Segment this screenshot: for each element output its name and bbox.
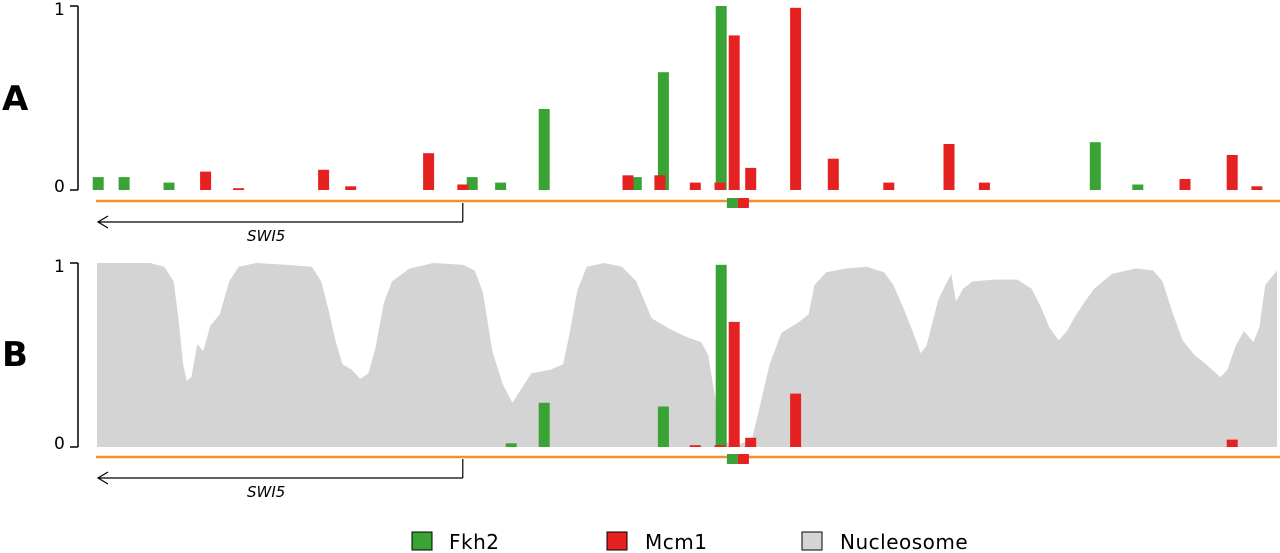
mcm1-bar-4 — [790, 393, 802, 447]
mcm1-bar-5 — [457, 184, 469, 190]
fkh2-bar-2 — [163, 182, 175, 190]
fkh2-bar-7 — [657, 72, 669, 190]
mcm1-bar-17 — [1179, 179, 1191, 190]
fkh2-bar-0 — [505, 443, 517, 447]
mcm1-bar-14 — [883, 182, 895, 190]
panel-b: B 1 0 SWI5 — [2, 257, 1280, 501]
fkh2-bar-8 — [715, 6, 727, 190]
mcm1-bar-12 — [790, 7, 802, 190]
gene-arrow-head — [96, 215, 109, 229]
mcm1-bar-1 — [233, 188, 245, 190]
gene-arrow-head — [96, 471, 109, 485]
mcm1-bar-18 — [1226, 155, 1238, 190]
mcm1-bar-0 — [200, 171, 212, 190]
mcm1-bar-1 — [714, 445, 726, 447]
fkh2-bar-2 — [657, 406, 669, 447]
legend-item-nucleosome: Nucleosome — [801, 530, 968, 553]
panel-b-letter: B — [2, 335, 28, 375]
legend-item-fkh2: Fkh2 — [411, 530, 500, 553]
fkh2-bar-10 — [1132, 184, 1144, 190]
fkh2-bar-0 — [92, 177, 104, 190]
fkh2-bar-4 — [495, 182, 507, 190]
panel-a: A 1 0 SWI5 — [2, 0, 1280, 245]
panel-b-plot — [97, 263, 1277, 447]
mcm1-bar-5 — [1226, 439, 1238, 447]
fkh2-bar-3 — [466, 177, 478, 190]
mcm1-bar-3 — [745, 437, 757, 447]
mcm1-bar-2 — [318, 169, 330, 190]
legend-swatch-fkh2 — [411, 531, 433, 551]
fkh2-bar-9 — [1089, 142, 1101, 190]
mcm1-bar-8 — [689, 182, 701, 190]
panel-b-gene-label: SWI5 — [247, 483, 285, 501]
mcm1-bar-10 — [728, 35, 740, 191]
mcm1-bar-19 — [1251, 186, 1263, 190]
panel-b-y-tick-label-bottom: 0 — [54, 434, 65, 454]
mcm1-bar-9 — [714, 182, 726, 190]
mcm1-bar-7 — [654, 175, 666, 190]
binding-site-fkh2-marker — [726, 198, 738, 208]
panel-a-plot — [92, 6, 1263, 191]
fkh2-bar-3 — [715, 264, 727, 447]
legend-label-nucleosome: Nucleosome — [840, 530, 968, 553]
panel-a-y-tick-label-bottom: 0 — [54, 177, 65, 197]
mcm1-bar-2 — [728, 321, 740, 447]
binding-site-fkh2-marker — [726, 454, 738, 464]
mcm1-bar-13 — [827, 158, 839, 190]
mcm1-bar-11 — [745, 167, 757, 190]
legend-swatch-mcm1 — [606, 531, 628, 551]
binding-site-mcm1-marker — [737, 198, 749, 208]
mcm1-bar-15 — [943, 144, 955, 190]
legend: Fkh2 Mcm1 Nucleosome — [411, 530, 968, 553]
panel-a-chromosome-track — [96, 198, 1280, 229]
binding-site-mcm1-marker — [737, 454, 749, 464]
panel-a-gene-label: SWI5 — [247, 227, 285, 245]
legend-label-fkh2: Fkh2 — [449, 530, 500, 553]
panel-a-letter: A — [2, 79, 29, 119]
fkh2-bar-5 — [538, 109, 550, 190]
fkh2-bar-6 — [630, 177, 642, 190]
mcm1-bar-0 — [689, 445, 701, 447]
legend-item-mcm1: Mcm1 — [606, 530, 707, 553]
panel-a-y-tick-label-top: 1 — [54, 0, 65, 20]
fkh2-bar-1 — [538, 402, 550, 447]
mcm1-bar-16 — [978, 182, 990, 190]
mcm1-bar-4 — [423, 153, 435, 190]
legend-label-mcm1: Mcm1 — [645, 530, 707, 553]
fkh2-bar-1 — [118, 177, 130, 190]
panel-b-chromosome-track — [96, 454, 1280, 485]
mcm1-bar-3 — [345, 186, 357, 190]
panel-b-y-tick-label-top: 1 — [54, 257, 65, 277]
legend-swatch-nucleosome — [801, 531, 823, 551]
nucleosome-occupancy-area — [97, 263, 1277, 447]
mcm1-bar-6 — [622, 175, 634, 190]
